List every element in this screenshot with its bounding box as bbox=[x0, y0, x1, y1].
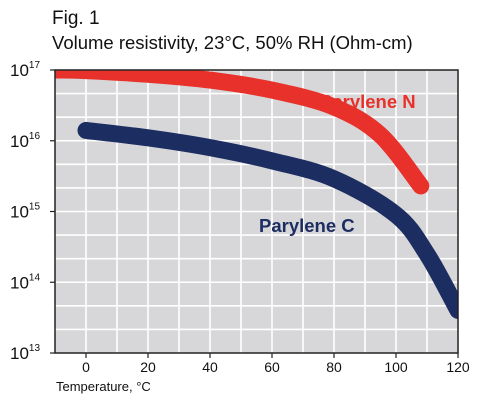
y-tick-label: 1015 bbox=[10, 202, 40, 222]
x-axis-label: Temperature, °C bbox=[56, 379, 151, 394]
x-axis-ticks: 0 20 40 60 80 100 120 bbox=[82, 353, 470, 375]
series-layer bbox=[55, 70, 458, 319]
y-tick-label: 1017 bbox=[10, 60, 40, 80]
figure-label: Fig. 1 bbox=[52, 8, 100, 29]
series-label-parylene-n: Parylene N bbox=[320, 91, 416, 112]
x-tick-label: 120 bbox=[446, 359, 470, 375]
series-label-parylene-c: Parylene C bbox=[259, 215, 355, 236]
x-tick-label: 40 bbox=[202, 359, 218, 375]
chart-title: Volume resistivity, 23°C, 50% RH (Ohm-cm… bbox=[52, 32, 413, 53]
x-tick-label: 60 bbox=[264, 359, 280, 375]
x-tick-label: 80 bbox=[326, 359, 342, 375]
y-tick-label: 1014 bbox=[10, 272, 40, 292]
series-line-parylene-c bbox=[77, 121, 458, 319]
x-tick-label: 20 bbox=[140, 359, 156, 375]
series-line-parylene-n bbox=[55, 70, 430, 195]
y-axis-ticks: 1013 1014 1015 1016 1017 bbox=[10, 60, 55, 363]
y-tick-label: 1016 bbox=[10, 131, 40, 151]
series-labels: Parylene N Parylene C bbox=[259, 91, 416, 236]
x-tick-label: 100 bbox=[384, 359, 408, 375]
x-tick-label: 0 bbox=[82, 359, 90, 375]
y-tick-label: 1013 bbox=[10, 343, 40, 363]
